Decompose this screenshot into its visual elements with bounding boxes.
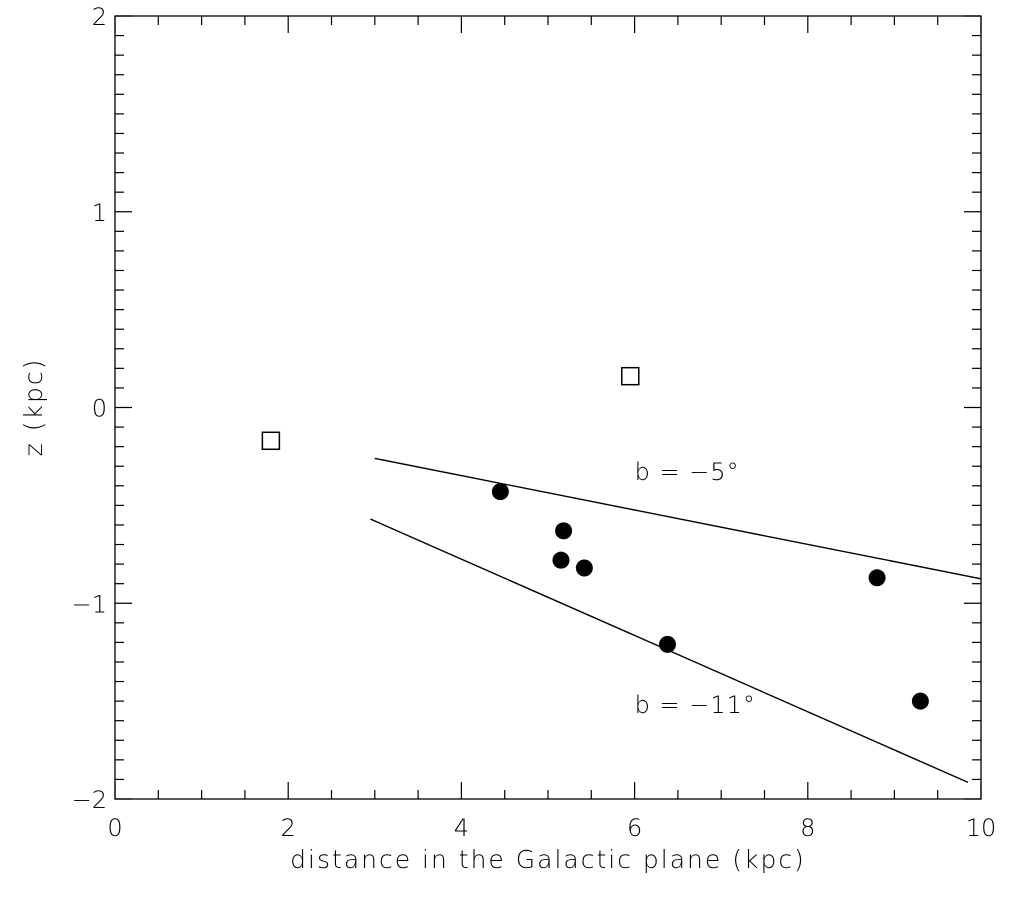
x-tick-labels: 0 2 4 6 8 10 [107, 814, 996, 842]
filled-circle-point [491, 483, 509, 501]
y-tick-label: 1 [92, 199, 107, 227]
x-tick-label: 0 [107, 814, 122, 842]
filled-circle-point [555, 522, 573, 540]
y-tick-label: 0 [92, 395, 107, 423]
y-tick-labels: −2 −1 0 1 2 [72, 3, 107, 814]
x-axis-label: distance in the Galactic plane (kpc) [290, 845, 806, 874]
data-points [261, 366, 929, 710]
axis-ticks [114, 15, 982, 800]
filled-circle-point [868, 569, 886, 587]
plot-frame [114, 15, 982, 800]
filled-circle-point [575, 559, 593, 577]
y-tick-label: −2 [72, 786, 107, 814]
open-square-point [261, 431, 281, 451]
open-square-point [621, 366, 640, 386]
y-tick-label: −1 [72, 590, 107, 618]
latitude-line-label: b = −11° [635, 691, 756, 719]
filled-circle-point [659, 635, 677, 653]
x-tick-label: 4 [454, 814, 469, 842]
x-tick-label: 10 [966, 814, 997, 842]
latitude-lines: b = −5° b = −11° [370, 457, 982, 784]
y-axis-label: z (kpc) [19, 358, 48, 457]
x-tick-label: 2 [281, 814, 296, 842]
latitude-line [374, 457, 982, 580]
y-tick-label: 2 [92, 3, 107, 31]
x-tick-label: 6 [627, 814, 642, 842]
x-tick-label: 8 [800, 814, 815, 842]
latitude-line-label: b = −5° [635, 458, 740, 486]
filled-circle-point [911, 692, 929, 710]
filled-circle-point [552, 551, 570, 569]
